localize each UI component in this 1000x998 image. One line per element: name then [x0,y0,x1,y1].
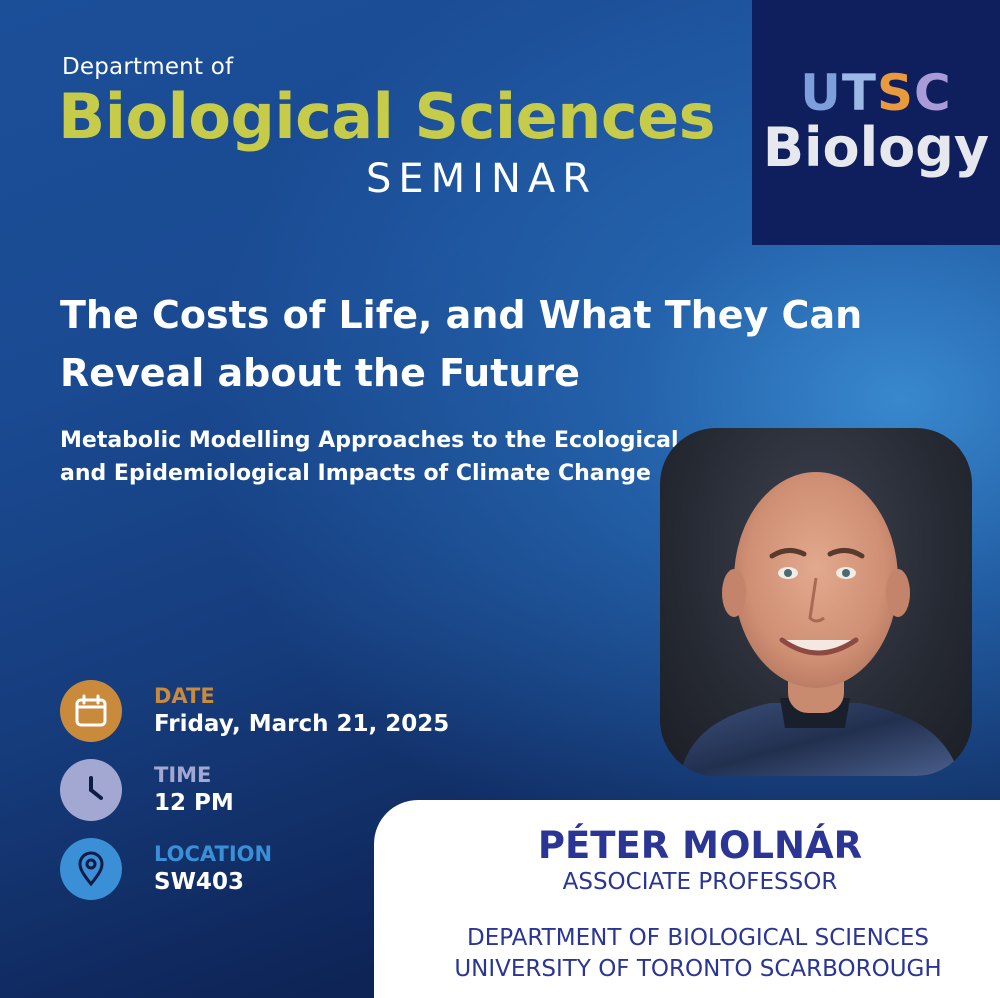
time-label: TIME [154,763,212,787]
logo-biology-text: Biology [762,115,990,179]
talk-subtitle: Metabolic Modelling Approaches to the Ec… [60,428,679,486]
location-label: LOCATION [154,842,273,866]
speaker-affiliation: DEPARTMENT OF BIOLOGICAL SCIENCES UNIVER… [374,923,1000,985]
speaker-role: ASSOCIATE PROFESSOR [562,869,838,895]
calendar-icon [60,680,122,742]
utsc-biology-logo: UTSC Biology [752,0,1000,245]
talk-title: The Costs of Life, and What They Can Rev… [60,293,863,395]
department-name: Biological Sciences [58,80,716,153]
logo-letter-c: C [914,63,952,122]
date-text-block: DATE Friday, March 21, 2025 [154,683,449,739]
time-row: TIME 12 PM [60,759,234,821]
speaker-portrait-illustration [680,472,960,776]
clock-icon [60,759,122,821]
location-text-block: LOCATION SW403 [154,841,272,897]
logo-utsc-text: UTSC [800,68,951,118]
map-pin-glyph [78,851,104,887]
date-value: Friday, March 21, 2025 [154,711,450,737]
location-row: LOCATION SW403 [60,838,272,900]
location-value: SW403 [154,869,244,895]
time-text-block: TIME 12 PM [154,762,234,818]
speaker-name: PÉTER MOLNÁR [537,824,863,867]
logo-letter-s: S [877,63,915,122]
logo-letter-t: T [841,63,877,122]
seminar-heading: SEMINAR [366,156,598,202]
logo-letter-u: U [800,63,842,122]
department-of-text: Department of [62,54,234,80]
clock-glyph [89,776,103,800]
speaker-card: PÉTER MOLNÁR ASSOCIATE PROFESSOR DEPARTM… [374,800,1000,998]
date-label: DATE [154,684,215,708]
time-value: 12 PM [154,790,234,816]
date-row: DATE Friday, March 21, 2025 [60,680,449,742]
map-pin-icon [60,838,122,900]
speaker-department: DEPARTMENT OF BIOLOGICAL SCIENCES [467,925,929,951]
speaker-university: UNIVERSITY OF TORONTO SCARBOROUGH [454,956,942,982]
speaker-photo [660,428,972,776]
calendar-glyph [75,694,107,727]
